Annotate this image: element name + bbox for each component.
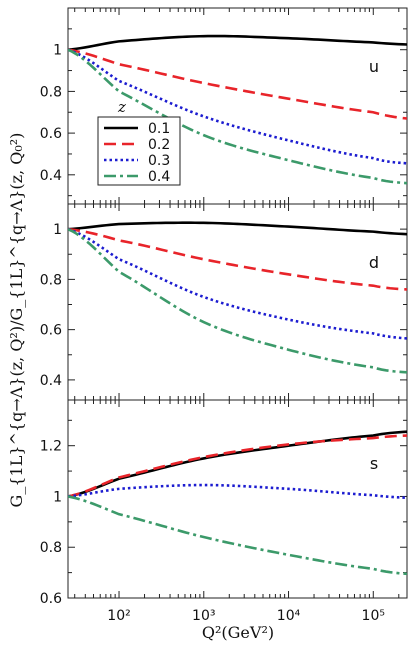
series-line-d-0.4 xyxy=(68,229,407,372)
series-line-u-0.1 xyxy=(68,36,407,50)
series-group xyxy=(68,432,407,574)
y-tick-label: 0.8 xyxy=(40,272,62,288)
panel-s: 0.6 0.8 1 1.2 s xyxy=(40,400,407,607)
x-tick-label: 10⁴ xyxy=(277,608,301,624)
panel-label-d: d xyxy=(369,253,379,272)
panel-label-u: u xyxy=(369,57,379,76)
series-line-d-0.2 xyxy=(68,229,407,289)
legend-title: z xyxy=(117,98,126,116)
series-line-d-0.1 xyxy=(68,223,407,234)
legend-label-0.4: 0.4 xyxy=(148,169,170,185)
series-line-s-0.3 xyxy=(68,485,407,498)
panel-d: 0.4 0.6 0.8 1 d xyxy=(40,204,407,400)
panel-frame xyxy=(68,204,407,400)
y-tick-label: 0.6 xyxy=(40,591,62,607)
y-tick-label: 0.8 xyxy=(40,540,62,556)
legend-label-0.2: 0.2 xyxy=(148,137,170,153)
series-line-s-0.1 xyxy=(68,432,407,497)
panels: 0.4 0.6 0.8 1 u 0.4 0.6 0.8 1 d 0.6 0.8 1 1.2 s 10² 10³ 1… xyxy=(40,8,407,624)
panel-label-s: s xyxy=(370,454,378,473)
y-tick-label: 1 xyxy=(53,43,62,59)
series-line-s-0.4 xyxy=(68,496,407,573)
series-line-s-0.2 xyxy=(68,436,407,497)
y-axis-title: G_{1L}^{q→Λ}(z, Q²)/G_{1L}^{q→Λ}(z, Q₀²) xyxy=(7,133,26,508)
y-tick-label: 1 xyxy=(53,489,62,505)
legend-label-0.3: 0.3 xyxy=(148,153,170,169)
y-tick-label: 0.8 xyxy=(40,84,62,100)
y-tick-label: 0.6 xyxy=(40,126,62,142)
y-tick-label: 1 xyxy=(53,222,62,238)
y-tick-label: 0.4 xyxy=(40,373,62,389)
y-tick-label: 0.6 xyxy=(40,323,62,339)
panel-u: 0.4 0.6 0.8 1 u xyxy=(40,8,407,204)
series-group xyxy=(68,223,407,373)
y-tick-label: 0.4 xyxy=(40,168,62,184)
x-axis-title: Q²(GeV²) xyxy=(202,623,274,642)
y-tick-label: 1.2 xyxy=(40,439,62,455)
panel-frame xyxy=(68,400,407,598)
x-tick-label: 10⁵ xyxy=(362,608,385,624)
x-tick-label: 10² xyxy=(107,608,130,624)
legend-label-0.1: 0.1 xyxy=(148,121,170,137)
legend: z 0.10.20.30.4 xyxy=(98,98,180,185)
x-tick-label: 10³ xyxy=(192,608,215,624)
